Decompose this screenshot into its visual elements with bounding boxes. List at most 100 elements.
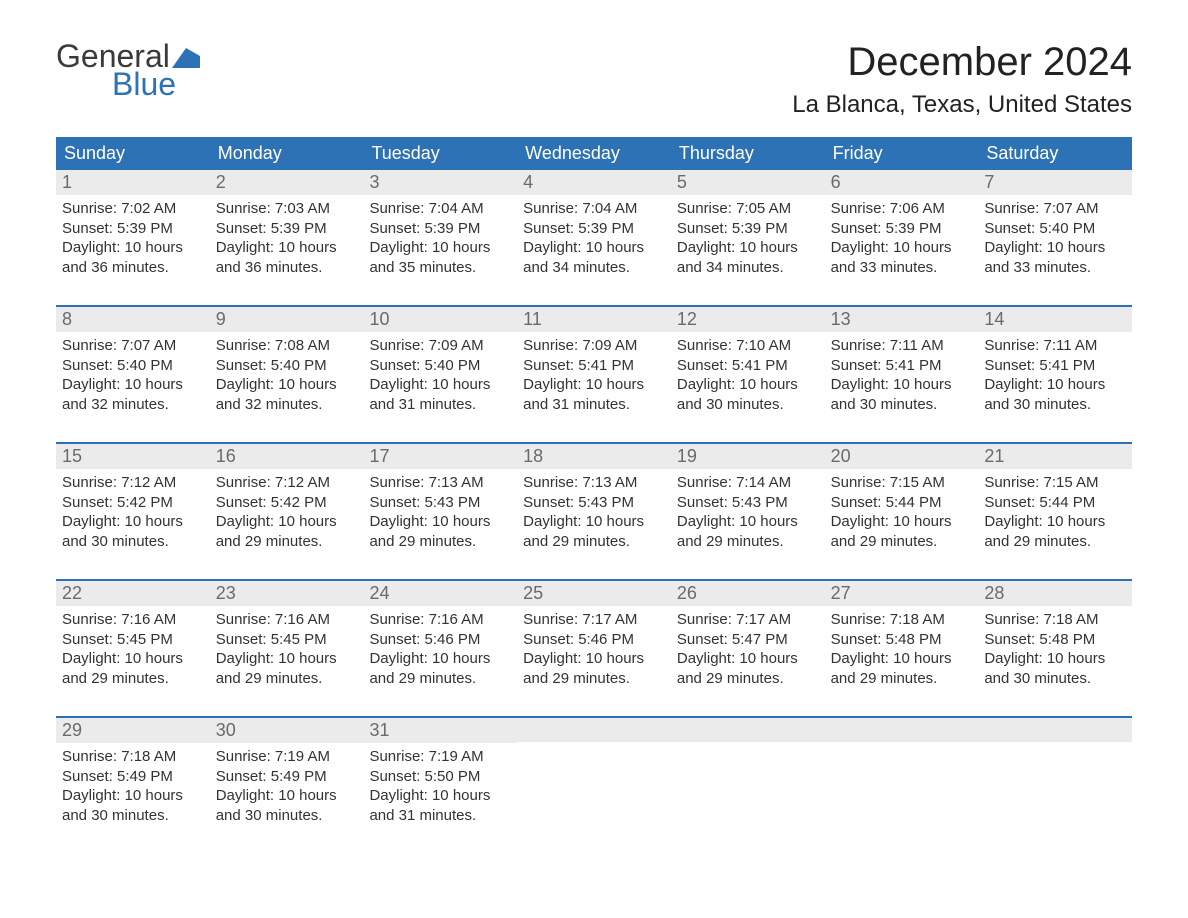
sunset-text: Sunset: 5:44 PM [984, 493, 1126, 513]
sunrise-text: Sunrise: 7:12 AM [216, 473, 358, 493]
calendar-cell: 16Sunrise: 7:12 AMSunset: 5:42 PMDayligh… [210, 444, 364, 555]
cell-body: Sunrise: 7:03 AMSunset: 5:39 PMDaylight:… [210, 195, 364, 281]
day-header: Saturday [978, 137, 1132, 170]
sunset-text: Sunset: 5:48 PM [984, 630, 1126, 650]
daylight-line1: Daylight: 10 hours [62, 238, 204, 258]
cell-body: Sunrise: 7:14 AMSunset: 5:43 PMDaylight:… [671, 469, 825, 555]
calendar-cell: 23Sunrise: 7:16 AMSunset: 5:45 PMDayligh… [210, 581, 364, 692]
daylight-line2: and 29 minutes. [216, 532, 358, 552]
sunrise-text: Sunrise: 7:03 AM [216, 199, 358, 219]
cell-body: Sunrise: 7:04 AMSunset: 5:39 PMDaylight:… [517, 195, 671, 281]
cell-body: Sunrise: 7:15 AMSunset: 5:44 PMDaylight:… [978, 469, 1132, 555]
daylight-line2: and 31 minutes. [523, 395, 665, 415]
sunrise-text: Sunrise: 7:11 AM [984, 336, 1126, 356]
week-row: 29 Sunrise: 7:18 AMSunset: 5:49 PM Dayligh… [56, 716, 1132, 829]
daylight-line1: Daylight: 10 hours [62, 649, 204, 669]
calendar-cell: 8Sunrise: 7:07 AMSunset: 5:40 PMDaylight… [56, 307, 210, 418]
calendar-cell: 18Sunrise: 7:13 AMSunset: 5:43 PMDayligh… [517, 444, 671, 555]
daylight-line2: and 35 minutes. [369, 258, 511, 278]
day-number: 27 [825, 581, 979, 606]
sunset-text: Sunset: 5:41 PM [831, 356, 973, 376]
calendar-cell: 21Sunrise: 7:15 AMSunset: 5:44 PMDayligh… [978, 444, 1132, 555]
calendar-cell: 25Sunrise: 7:17 AMSunset: 5:46 PMDayligh… [517, 581, 671, 692]
cell-body: Sunrise: 7:04 AMSunset: 5:39 PMDaylight:… [363, 195, 517, 281]
daylight-line2: and 30 minutes. [62, 532, 204, 552]
daylight-line1: Daylight: 10 hours [831, 649, 973, 669]
daylight-line1: Daylight: 10 hours [369, 649, 511, 669]
day-number: 30 [210, 718, 364, 743]
sunrise-text: Sunrise: 7:08 AM [216, 336, 358, 356]
cell-body: Sunrise: 7:06 AMSunset: 5:39 PMDaylight:… [825, 195, 979, 281]
daylight-line1: Daylight: 10 hours [216, 512, 358, 532]
daylight-line1: Daylight: 10 hours [369, 786, 511, 806]
daylight-line2: and 33 minutes. [984, 258, 1126, 278]
daylight-line2: and 32 minutes. [216, 395, 358, 415]
sunrise-text: Sunrise: 7:16 AM [216, 610, 358, 630]
daylight-line2: and 31 minutes. [369, 806, 511, 826]
calendar-cell [825, 718, 979, 829]
logo: General Blue [56, 40, 200, 100]
cell-body: Sunrise: 7:18 AMSunset: 5:48 PMDaylight:… [825, 606, 979, 692]
calendar: Sunday Monday Tuesday Wednesday Thursday… [56, 137, 1132, 829]
sunrise-text: Sunrise: 7:10 AM [677, 336, 819, 356]
cell-body: Sunrise: 7:11 AMSunset: 5:41 PMDaylight:… [978, 332, 1132, 418]
daylight-line2: and 29 minutes. [216, 669, 358, 689]
sunrise-text: Sunrise: 7:18 AM [62, 747, 204, 767]
daylight-line1: Daylight: 10 hours [369, 238, 511, 258]
day-number: 26 [671, 581, 825, 606]
calendar-cell: 11Sunrise: 7:09 AMSunset: 5:41 PMDayligh… [517, 307, 671, 418]
daylight-line2: and 30 minutes. [984, 669, 1126, 689]
cell-body: Sunrise: 7:09 AMSunset: 5:40 PMDaylight:… [363, 332, 517, 418]
day-header: Tuesday [363, 137, 517, 170]
cell-body: Sunrise: 7:13 AMSunset: 5:43 PMDaylight:… [517, 469, 671, 555]
cell-body: Sunrise: 7:19 AMSunset: 5:50 PMDaylight:… [363, 743, 517, 829]
day-number: 18 [517, 444, 671, 469]
cell-body: Sunrise: 7:02 AMSunset: 5:39 PMDaylight:… [56, 195, 210, 281]
daylight-line1: Daylight: 10 hours [523, 238, 665, 258]
daylight-line1: Daylight: 10 hours [831, 512, 973, 532]
sunset-text: Sunset: 5:46 PM [523, 630, 665, 650]
cell-body: Sunrise: 7:09 AMSunset: 5:41 PMDaylight:… [517, 332, 671, 418]
daylight-line2: and 30 minutes. [984, 395, 1126, 415]
cell-body: Sunrise: 7:17 AMSunset: 5:46 PMDaylight:… [517, 606, 671, 692]
day-number: 29 [56, 718, 210, 743]
calendar-cell: 26Sunrise: 7:17 AMSunset: 5:47 PMDayligh… [671, 581, 825, 692]
calendar-cell: 12Sunrise: 7:10 AMSunset: 5:41 PMDayligh… [671, 307, 825, 418]
day-number: 7 [978, 170, 1132, 195]
sunset-text: Sunset: 5:39 PM [523, 219, 665, 239]
daylight-line1: Daylight: 10 hours [523, 649, 665, 669]
cell-body: Sunrise: 7:07 AMSunset: 5:40 PMDaylight:… [56, 332, 210, 418]
daylight-line1: Daylight: 10 hours [677, 649, 819, 669]
daylight-line1: Daylight: 10 hours [216, 238, 358, 258]
sunset-text: Sunset: 5:40 PM [62, 356, 204, 376]
cell-body: Sunrise: 7:19 AMSunset: 5:49 PMDaylight:… [210, 743, 364, 829]
cell-body: Sunrise: 7:05 AMSunset: 5:39 PMDaylight:… [671, 195, 825, 281]
sunset-text: Sunset: 5:40 PM [984, 219, 1126, 239]
sunrise-text: Sunrise: 7:15 AM [831, 473, 973, 493]
daylight-line2: and 29 minutes. [831, 532, 973, 552]
sunset-text: Sunset: 5:43 PM [677, 493, 819, 513]
calendar-cell: 15Sunrise: 7:12 AMSunset: 5:42 PMDayligh… [56, 444, 210, 555]
daylight-line1: Daylight: 10 hours [523, 375, 665, 395]
daylight-line2: and 29 minutes. [984, 532, 1126, 552]
sunrise-text: Sunrise: 7:06 AM [831, 199, 973, 219]
day-number: 24 [363, 581, 517, 606]
calendar-cell: 3Sunrise: 7:04 AMSunset: 5:39 PMDaylight… [363, 170, 517, 281]
day-number: 31 [363, 718, 517, 743]
calendar-cell [671, 718, 825, 829]
calendar-cell: 19Sunrise: 7:14 AMSunset: 5:43 PMDayligh… [671, 444, 825, 555]
daylight-line2: and 30 minutes. [831, 395, 973, 415]
cell-body: Sunrise: 7:13 AMSunset: 5:43 PMDaylight:… [363, 469, 517, 555]
day-number: 14 [978, 307, 1132, 332]
sunrise-text: Sunrise: 7:15 AM [984, 473, 1126, 493]
calendar-cell: 27Sunrise: 7:18 AMSunset: 5:48 PMDayligh… [825, 581, 979, 692]
day-number: 12 [671, 307, 825, 332]
daylight-line1: Daylight: 10 hours [984, 649, 1126, 669]
week-row: 22Sunrise: 7:16 AMSunset: 5:45 PMDayligh… [56, 579, 1132, 692]
daylight-line2: and 29 minutes. [62, 669, 204, 689]
sunrise-text: Sunrise: 7:11 AM [831, 336, 973, 356]
sunset-text: Sunset: 5:49 PM [62, 767, 204, 787]
sunrise-text: Sunrise: 7:19 AM [369, 747, 511, 767]
day-number [671, 718, 825, 742]
day-header: Wednesday [517, 137, 671, 170]
